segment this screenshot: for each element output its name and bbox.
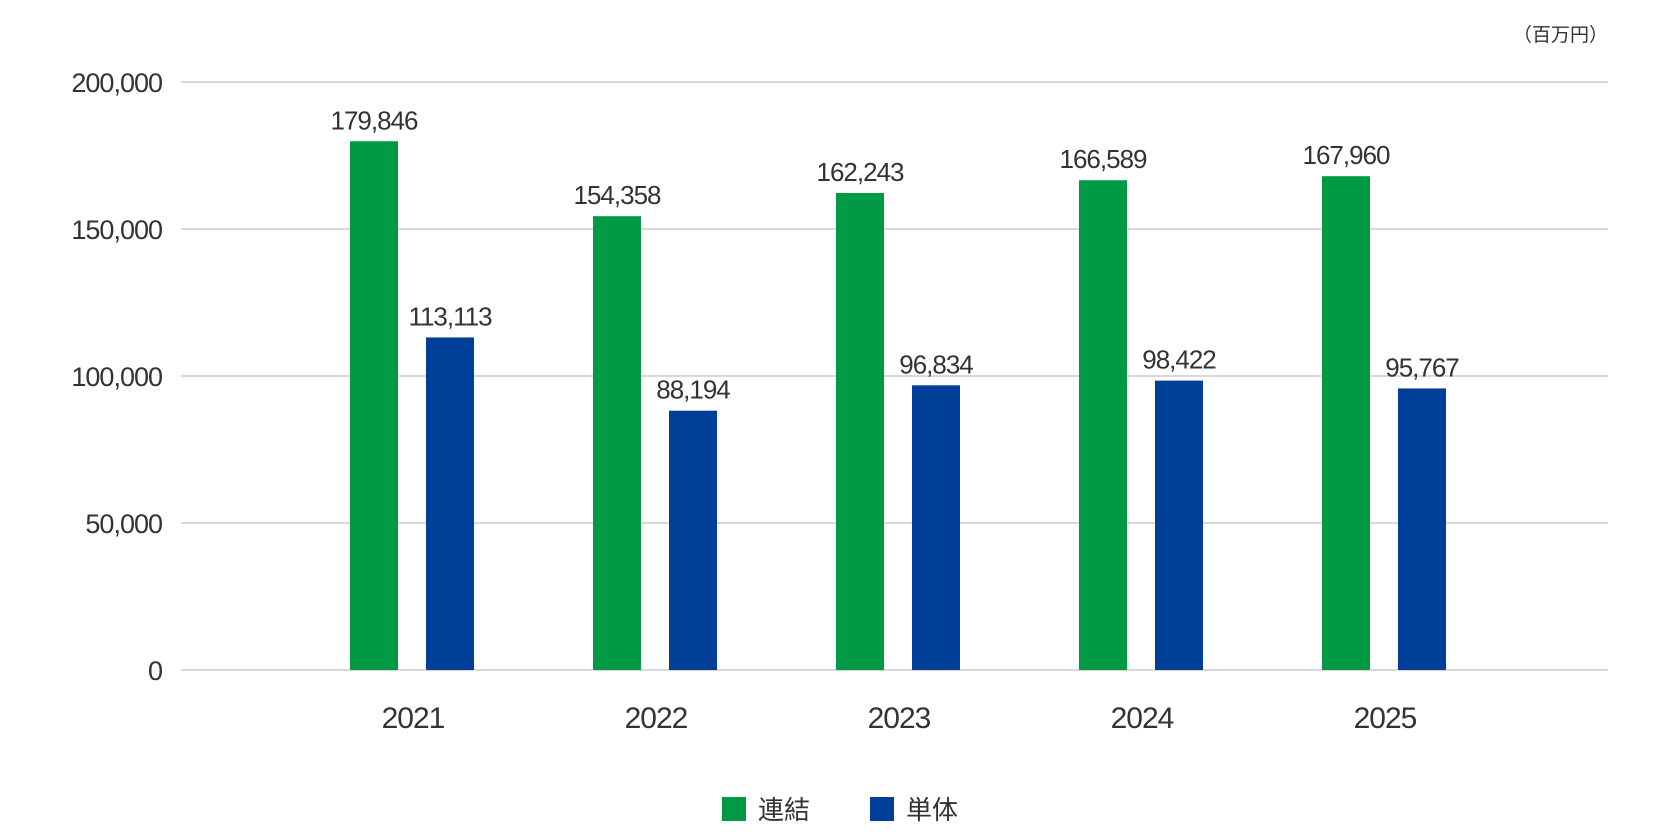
legend-item-standalone: 単体 — [870, 790, 958, 827]
bar-consolidated — [1079, 180, 1127, 670]
data-label: 88,194 — [656, 375, 730, 405]
data-label: 154,358 — [574, 180, 662, 210]
unit-label: （百万円） — [1512, 25, 1608, 46]
data-label: 179,846 — [331, 105, 419, 135]
x-tick-label: 2023 — [868, 702, 931, 735]
data-label: 166,589 — [1060, 144, 1148, 174]
y-tick-label: 100,000 — [71, 362, 162, 392]
legend-item-consolidated: 連結 — [721, 790, 810, 827]
x-tick-label: 2024 — [1111, 702, 1174, 735]
legend-label-standalone: 単体 — [906, 795, 959, 825]
x-tick-label: 2025 — [1354, 702, 1417, 735]
bar-consolidated — [836, 193, 884, 670]
bar-consolidated — [1322, 176, 1370, 670]
y-tick-label: 50,000 — [85, 509, 162, 539]
legend-label-consolidated: 連結 — [757, 795, 810, 825]
legend-swatch-consolidated — [721, 796, 746, 821]
bar-standalone — [669, 410, 717, 670]
bar-consolidated — [350, 141, 398, 671]
data-label: 96,834 — [899, 349, 973, 379]
data-label: 113,113 — [408, 301, 492, 331]
legend: 連結 単体 — [0, 790, 1680, 827]
data-label: 162,243 — [817, 157, 905, 187]
data-label: 98,422 — [1142, 345, 1216, 375]
bar-standalone — [1155, 380, 1203, 670]
x-tick-label: 2021 — [382, 702, 445, 735]
y-tick-label: 0 — [148, 656, 162, 686]
y-tick-label: 150,000 — [71, 215, 162, 245]
bar-standalone — [912, 385, 960, 670]
data-label: 95,767 — [1385, 352, 1459, 382]
data-label: 167,960 — [1303, 140, 1391, 170]
legend-swatch-standalone — [870, 796, 894, 821]
y-tick-label: 200,000 — [71, 68, 162, 98]
bar-standalone — [426, 337, 474, 670]
x-tick-label: 2022 — [625, 702, 688, 735]
bar-consolidated — [593, 216, 641, 670]
bar-standalone — [1398, 388, 1446, 670]
